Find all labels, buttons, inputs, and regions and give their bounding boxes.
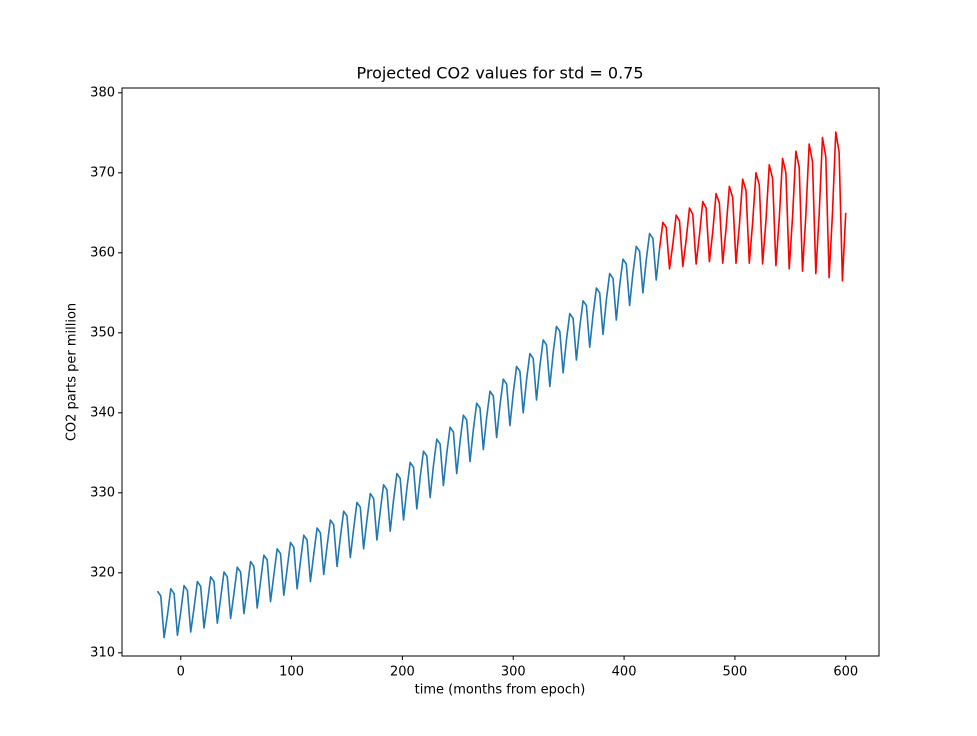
x-axis-label: time (months from epoch)	[415, 683, 586, 698]
y-tick-label: 370	[90, 165, 115, 180]
y-tick-label: 380	[90, 85, 115, 100]
y-tick-label: 320	[90, 565, 115, 580]
data-line	[658, 131, 847, 282]
x-tick-label: 300	[501, 665, 526, 680]
x-tick-label: 100	[279, 665, 304, 680]
chart-title: Projected CO2 values for std = 0.75	[356, 64, 643, 83]
plot-frame	[121, 87, 880, 657]
y-tick-label: 310	[90, 645, 115, 660]
y-axis-label: CO2 parts per million	[65, 303, 80, 441]
x-tick-label: 0	[177, 665, 185, 680]
y-tick-label: 350	[90, 325, 115, 340]
x-tick-label: 600	[833, 665, 858, 680]
y-tick-label: 330	[90, 485, 115, 500]
x-tick-label: 400	[612, 665, 637, 680]
x-tick-label: 200	[390, 665, 415, 680]
data-line	[156, 232, 661, 639]
y-tick-label: 360	[90, 245, 115, 260]
y-tick-label: 340	[90, 405, 115, 420]
x-tick-label: 500	[723, 665, 748, 680]
